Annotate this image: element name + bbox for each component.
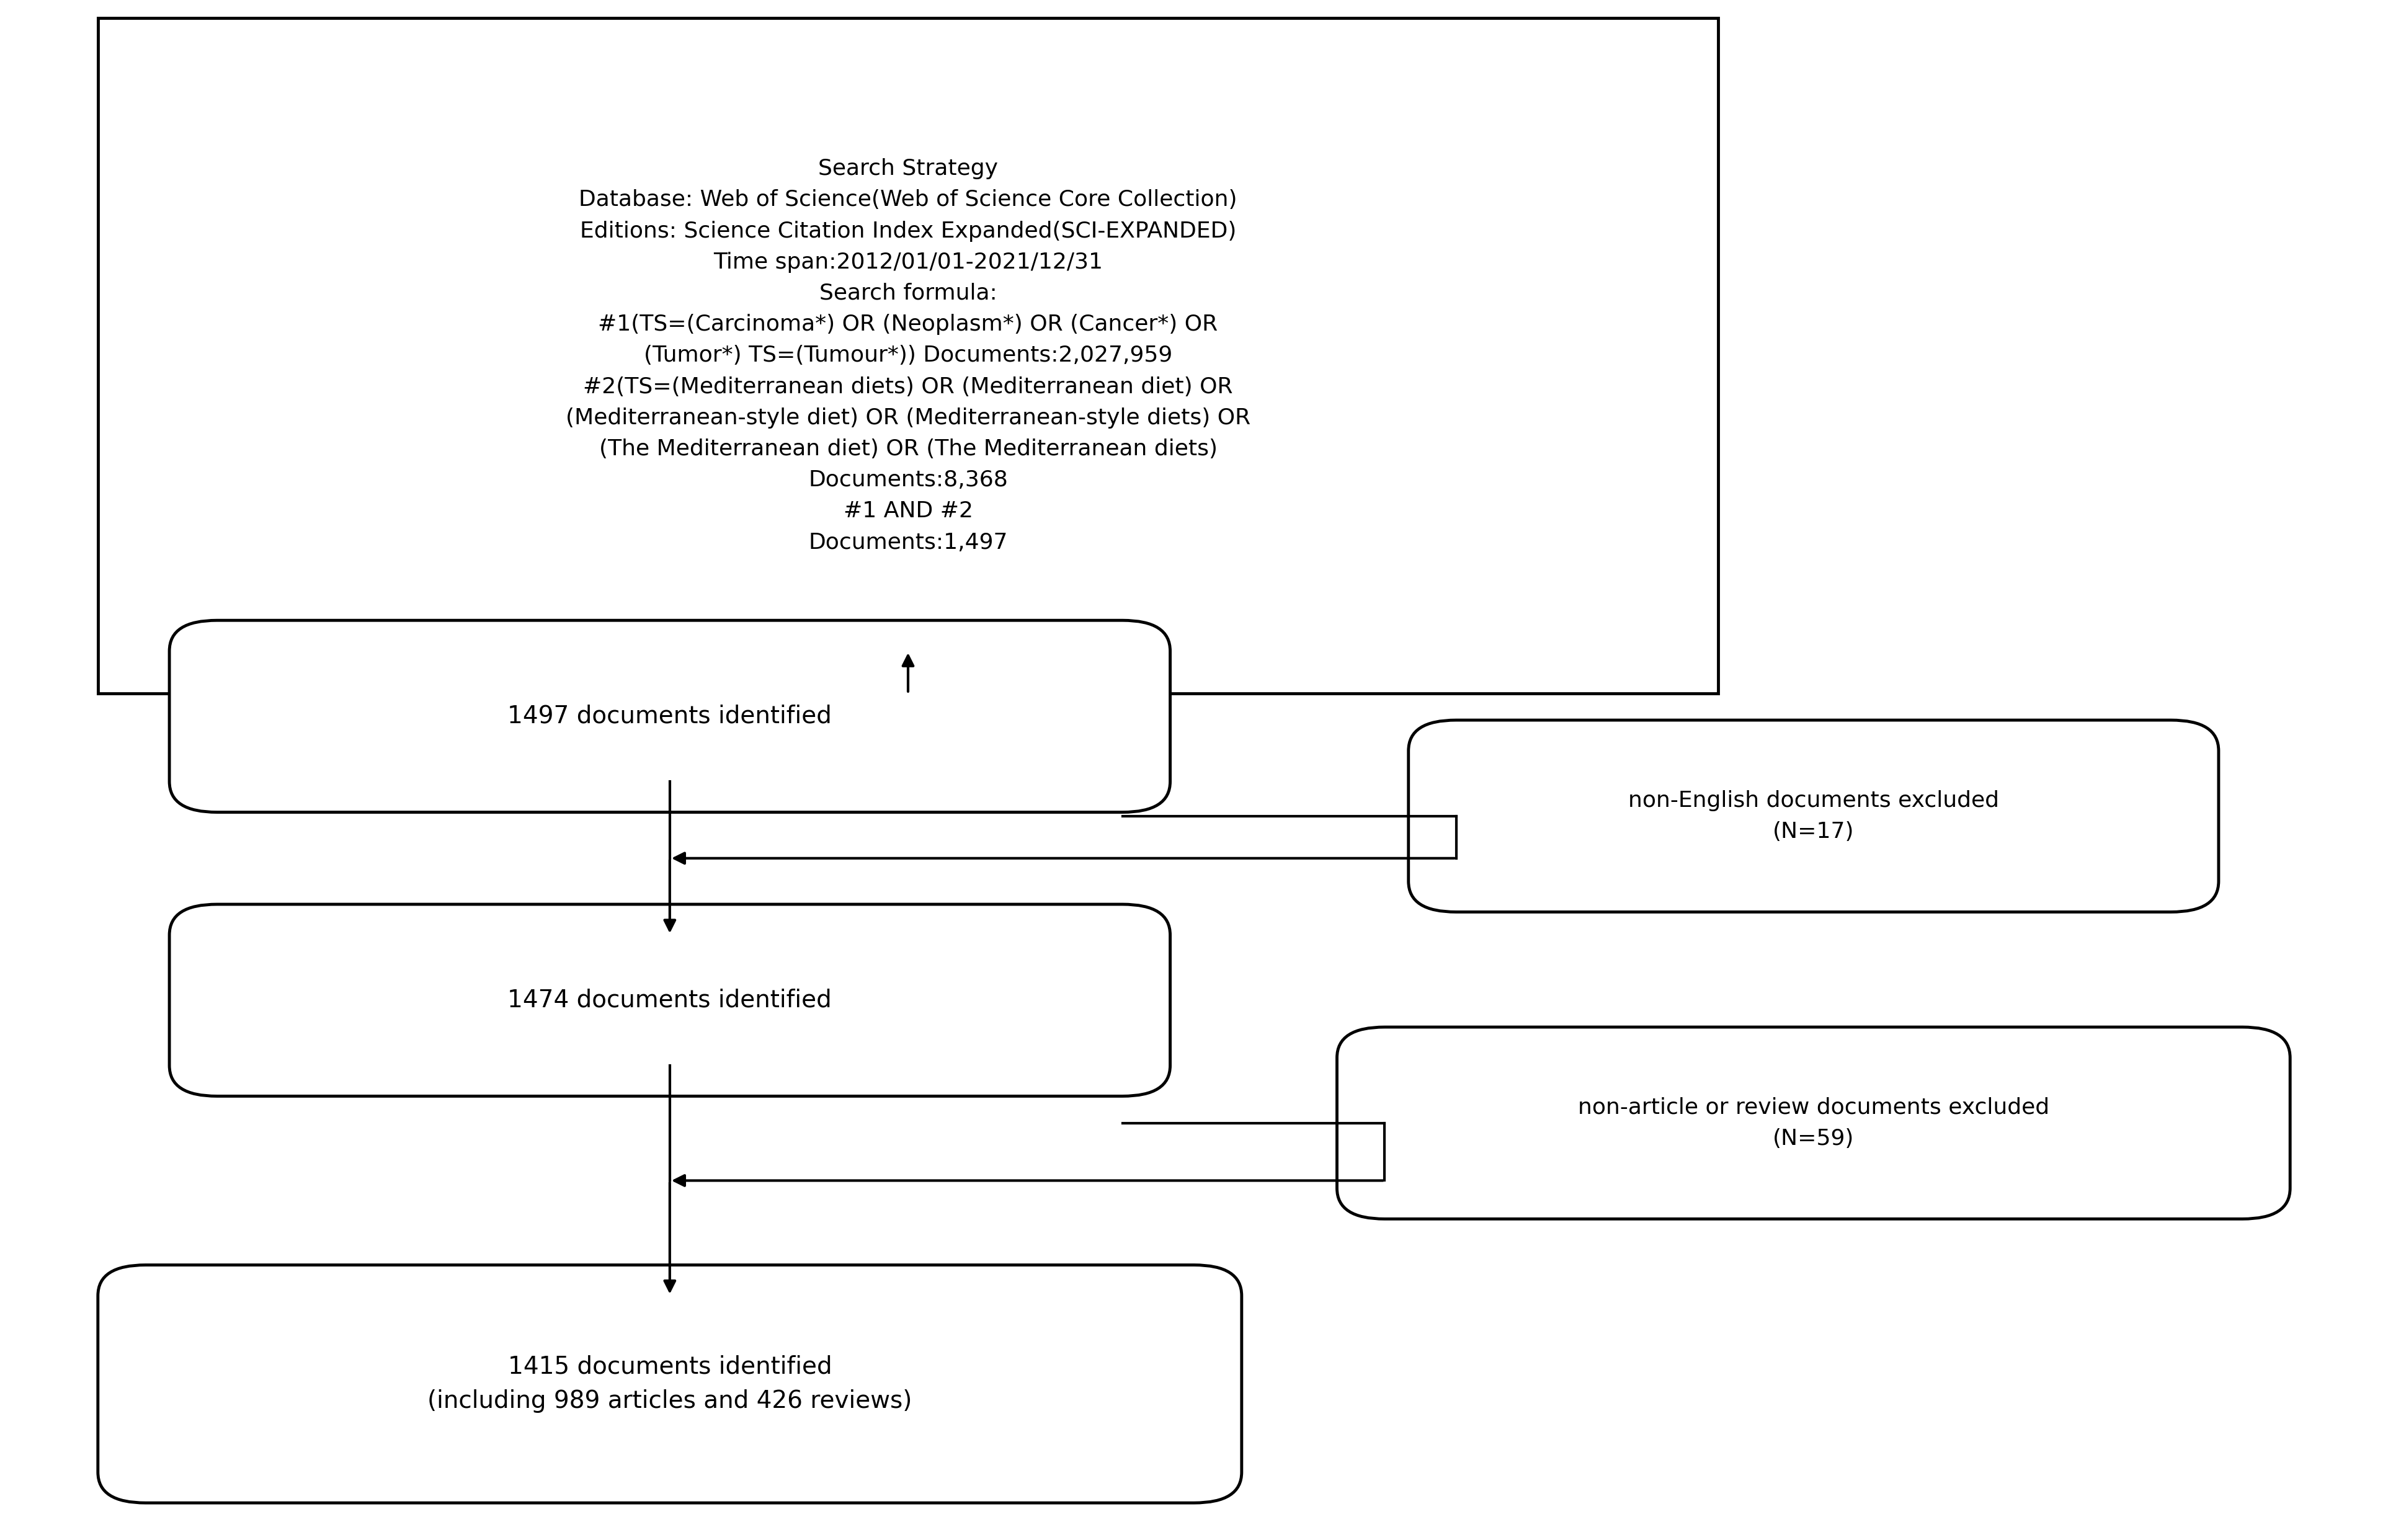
FancyBboxPatch shape [1337, 1027, 2290, 1220]
Text: 1415 documents identified
(including 989 articles and 426 reviews): 1415 documents identified (including 989… [427, 1355, 912, 1414]
FancyBboxPatch shape [98, 1264, 1242, 1503]
Text: Search Strategy
Database: Web of Science(Web of Science Core Collection)
Edition: Search Strategy Database: Web of Science… [566, 159, 1251, 553]
FancyBboxPatch shape [98, 18, 1719, 693]
Text: 1497 documents identified: 1497 documents identified [509, 704, 831, 728]
Text: non-English documents excluded
(N=17): non-English documents excluded (N=17) [1629, 790, 1999, 842]
FancyBboxPatch shape [170, 621, 1170, 812]
FancyBboxPatch shape [170, 904, 1170, 1096]
Text: non-article or review documents excluded
(N=59): non-article or review documents excluded… [1578, 1096, 2049, 1149]
Text: 1474 documents identified: 1474 documents identified [509, 989, 831, 1012]
FancyBboxPatch shape [1409, 721, 2218, 912]
